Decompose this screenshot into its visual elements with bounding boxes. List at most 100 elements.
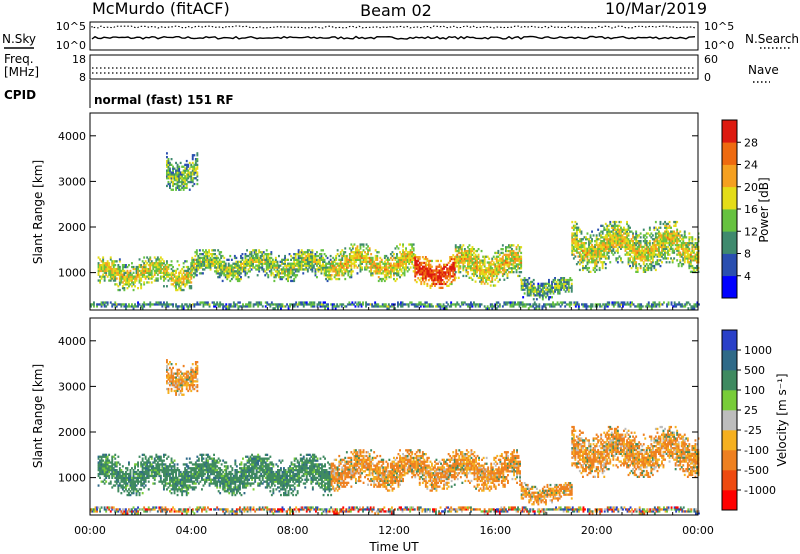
range-gate-cell-2190	[467, 265, 469, 268]
range-gate-cell-320	[153, 271, 156, 274]
range-gate-cell-2410	[497, 267, 500, 270]
range-gate-cell-2368	[491, 274, 494, 278]
range-gate-cell-3845	[689, 263, 692, 266]
range-gate-cell-3739	[676, 242, 679, 245]
range-gate-cell-2853	[577, 242, 580, 245]
range-gate-cell-4416	[327, 305, 329, 308]
range-gate-cell-2332	[485, 271, 488, 274]
range-gate-cell-1890	[421, 279, 424, 282]
range-gate-cell-2719	[554, 288, 556, 291]
range-gate-cell-1995	[437, 265, 439, 268]
range-gate-cell-4803	[660, 303, 662, 306]
range-gate-cell-790	[236, 268, 239, 271]
range-gate-cell-1912	[424, 277, 427, 280]
range-gate-cell-1931	[426, 259, 429, 263]
range-gate-cell-2626	[531, 288, 534, 291]
range-gate-cell-48	[103, 465, 106, 468]
range-gate-cell-1252	[317, 266, 320, 269]
range-gate-cell-2298	[480, 271, 483, 274]
range-gate-cell-1594	[374, 266, 377, 269]
range-gate-cell-2834	[575, 247, 578, 250]
range-gate-cell-1983	[435, 273, 438, 276]
range-gate-cell-2646	[535, 290, 538, 293]
range-gate-cell-3610	[661, 236, 663, 239]
range-gate-cell-656	[214, 264, 216, 267]
range-gate-cell-5	[97, 465, 100, 468]
range-gate-cell-4312	[246, 303, 249, 306]
range-gate-cell-3269	[624, 236, 627, 239]
range-gate-cell-2973	[592, 261, 595, 264]
range-gate-cell-3666	[667, 236, 669, 239]
range-gate-cell-3216	[618, 245, 621, 249]
range-gate-cell-2346	[488, 276, 491, 279]
range-gate-cell-4590	[485, 307, 488, 310]
range-gate-cell-1204	[309, 268, 312, 271]
range-gate-cell-378	[163, 265, 165, 269]
range-gate-cell-1841	[414, 275, 417, 278]
range-gate-cell-2708	[551, 288, 553, 291]
range-gate-cell-1657	[385, 268, 388, 271]
range-gate-cell-1026	[279, 264, 282, 267]
range-gate-cell-1368	[336, 249, 339, 252]
range-gate-cell-2598	[525, 284, 528, 287]
range-gate-cell-4656	[535, 303, 538, 306]
range-gate-cell-4791	[652, 305, 655, 308]
range-gate-cell-2487	[508, 257, 510, 260]
range-gate-cell-379	[163, 262, 165, 265]
range-gate-cell-916	[259, 262, 262, 265]
range-gate-cell-2933	[588, 266, 590, 270]
range-gate-cell-2087	[452, 261, 455, 265]
range-gate-cell-4260	[205, 301, 208, 304]
range-gate-cell-3457	[645, 259, 648, 262]
range-gate-cell-3885	[694, 247, 697, 250]
range-gate-cell-3541	[654, 253, 657, 256]
range-gate-cell-3875	[692, 251, 695, 254]
range-gate-cell-1081	[290, 272, 292, 275]
range-gate-cell-2661	[540, 294, 543, 297]
range-gate-cell-3926	[166, 161, 168, 165]
range-gate-cell-4816	[675, 305, 678, 308]
range-gate-cell-754	[230, 272, 233, 275]
range-gate-cell-3721	[673, 224, 676, 227]
range-gate-cell-2250	[474, 272, 477, 276]
range-gate-cell-1860	[415, 259, 418, 263]
range-gate-cell-958	[267, 266, 270, 269]
range-gate-cell-23	[100, 469, 103, 472]
range-gate-cell-2695	[548, 288, 550, 291]
range-gate-cell-4515	[418, 301, 421, 304]
range-gate-cell-1136	[297, 254, 300, 258]
range-gate-cell-1055	[285, 270, 288, 273]
range-gate-cell-1393	[341, 262, 344, 265]
range-gate-cell-1583	[371, 260, 374, 263]
range-gate-cell-41	[103, 264, 106, 267]
range-gate-cell-3305	[629, 264, 631, 268]
colorbar-tick-label-4: 12	[744, 225, 758, 238]
range-gate-cell-4610	[503, 303, 506, 306]
range-gate-cell-1373	[338, 268, 341, 271]
range-gate-cell-1780	[403, 254, 406, 258]
range-gate-cell-122	[118, 281, 121, 284]
range-gate-cell-442	[176, 279, 179, 282]
range-gate-cell-3892	[696, 264, 698, 268]
range-gate-cell-2225	[471, 278, 474, 281]
range-gate-cell-3744	[676, 232, 679, 235]
range-gate-cell-3204	[616, 243, 619, 247]
range-gate-cell-3758	[677, 234, 680, 237]
range-gate-cell-4206	[158, 303, 161, 306]
range-gate-cell-2877	[580, 245, 583, 249]
range-gate-cell-3664	[667, 242, 669, 245]
range-gate-cell-1732	[397, 264, 400, 267]
range-gate-cell-1651	[383, 254, 386, 258]
range-gate-cell-548	[194, 268, 197, 271]
range-gate-cell-3113	[606, 224, 609, 227]
range-gate-cell-1535	[364, 266, 366, 269]
range-gate-cell-12	[99, 269, 101, 273]
range-gate-cell-3767	[679, 240, 682, 243]
range-gate-cell-3765	[679, 245, 682, 249]
range-gate-cell-862	[249, 251, 251, 254]
range-gate-cell-1985	[435, 269, 438, 272]
range-gate-cell-2123	[457, 271, 460, 274]
range-gate-cell-1711	[394, 262, 397, 265]
range-gate-cell-2682	[545, 292, 547, 295]
range-gate-cell-1746	[399, 251, 401, 254]
